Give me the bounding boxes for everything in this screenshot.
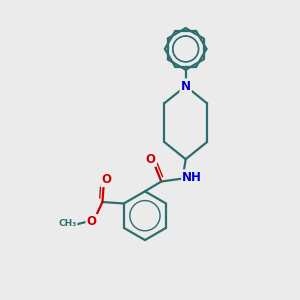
Text: O: O <box>146 153 156 166</box>
Text: N: N <box>181 80 191 93</box>
Text: NH: NH <box>182 170 202 184</box>
Text: O: O <box>87 215 97 228</box>
Text: CH₃: CH₃ <box>58 219 76 228</box>
Text: O: O <box>101 173 111 186</box>
